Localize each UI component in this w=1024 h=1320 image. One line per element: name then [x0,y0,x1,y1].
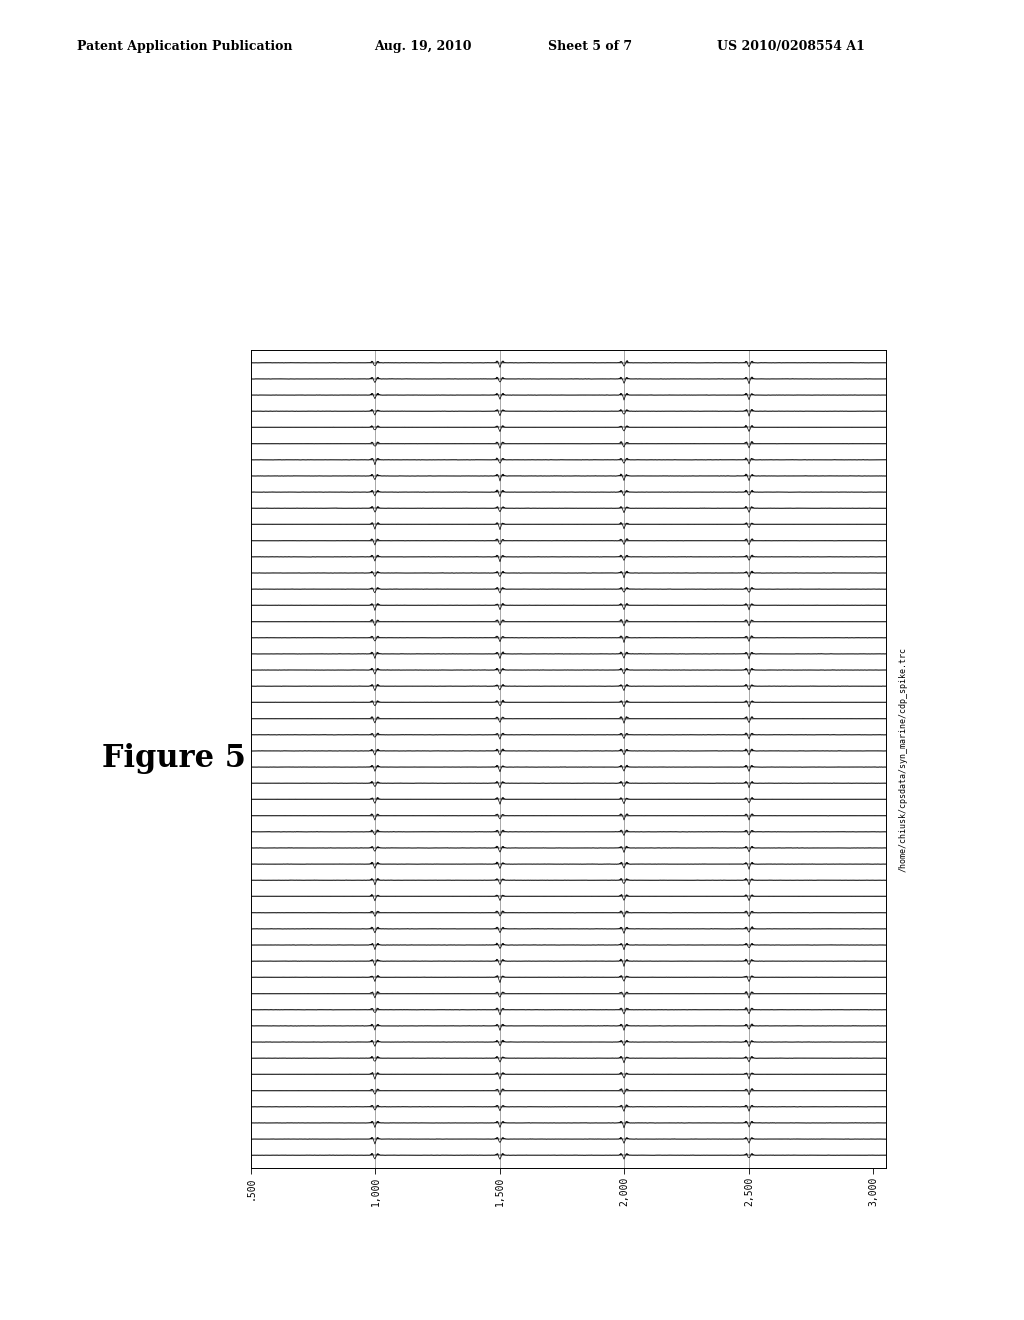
Text: Aug. 19, 2010: Aug. 19, 2010 [374,40,471,53]
Text: /home/chiusk/cpsdata/syn_marine/cdp_spike.trc: /home/chiusk/cpsdata/syn_marine/cdp_spik… [899,647,908,871]
Text: Sheet 5 of 7: Sheet 5 of 7 [548,40,632,53]
Text: US 2010/0208554 A1: US 2010/0208554 A1 [717,40,864,53]
Text: Patent Application Publication: Patent Application Publication [77,40,292,53]
Text: Figure 5: Figure 5 [102,743,247,775]
